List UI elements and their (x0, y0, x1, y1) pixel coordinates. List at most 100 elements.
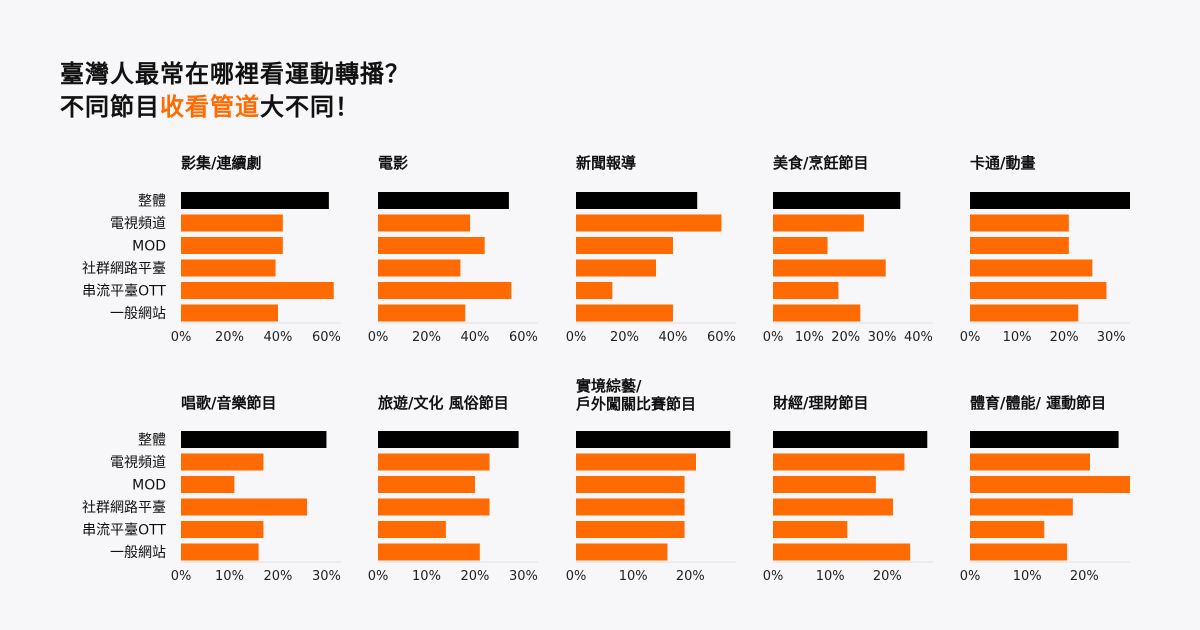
tick-label: 30% (868, 330, 897, 345)
tick-label: 0% (171, 569, 192, 584)
panel-title: 實境綜藝/ (576, 377, 642, 395)
tick-label: 40% (904, 330, 933, 345)
bar (576, 214, 722, 232)
tick-label: 20% (831, 330, 860, 345)
panel-title: 影集/連續劇 (181, 154, 261, 172)
bar (378, 498, 490, 516)
bar (181, 453, 264, 471)
bar (773, 282, 839, 299)
tick-label: 20% (873, 569, 902, 584)
bar (970, 304, 1079, 322)
bar (970, 259, 1093, 277)
bar (773, 498, 893, 516)
category-label: 串流平臺OTT (82, 523, 166, 539)
title-line-2-suffix: 大不同！ (260, 93, 360, 121)
title-line-2-prefix: 不同節目 (60, 93, 160, 121)
tick-label: 0% (368, 330, 389, 345)
tick-label: 0% (960, 330, 981, 345)
tick-label: 30% (1097, 330, 1126, 345)
bar (773, 214, 864, 232)
bar (576, 543, 668, 561)
bar (181, 214, 283, 232)
bar (576, 476, 685, 493)
bar (181, 259, 276, 277)
category-label: 一般網站 (110, 545, 166, 561)
panel-title: 美食/烹飪節目 (773, 154, 868, 172)
bar (576, 237, 673, 254)
tick-label: 20% (1070, 569, 1099, 584)
panel-title: 體育/體能/ 運動節目 (970, 394, 1106, 412)
tick-label: 40% (264, 330, 293, 345)
bar (378, 304, 466, 322)
tick-label: 0% (763, 330, 784, 345)
bar (181, 304, 278, 322)
bar (576, 498, 685, 516)
bar (773, 543, 911, 561)
bar-overall (378, 192, 509, 209)
bar (181, 498, 308, 516)
bar-overall (773, 192, 901, 209)
tick-label: 60% (509, 330, 538, 345)
bar (378, 259, 461, 277)
tick-label: 20% (1050, 330, 1079, 345)
tick-label: 0% (763, 569, 784, 584)
category-label: MOD (132, 239, 166, 255)
category-label: 社群網路平臺 (82, 500, 166, 516)
bar (378, 282, 512, 299)
tick-label: 40% (659, 330, 688, 345)
category-label: 電視頻道 (110, 455, 166, 471)
bar (970, 498, 1073, 516)
tick-label: 20% (264, 569, 293, 584)
bar (970, 453, 1090, 471)
panel-title: 唱歌/音樂節目 (181, 394, 276, 412)
bar (378, 237, 485, 254)
bar (970, 237, 1069, 254)
bar (378, 543, 480, 561)
bar-overall (378, 431, 519, 448)
bar (378, 476, 475, 493)
bar (970, 476, 1130, 493)
category-label: 整體 (138, 194, 166, 210)
title-line-1: 臺灣人最常在哪裡看運動轉播？ (60, 60, 410, 88)
tick-label: 20% (461, 569, 490, 584)
bar (773, 259, 886, 277)
bar-overall (181, 431, 327, 448)
panel-title: 電影 (378, 154, 408, 172)
title-highlight: 收看管道 (160, 93, 260, 121)
tick-label: 40% (461, 330, 490, 345)
tick-label: 10% (795, 330, 824, 345)
bar (181, 543, 259, 561)
bar (576, 304, 673, 322)
tick-label: 20% (215, 330, 244, 345)
tick-label: 30% (509, 569, 538, 584)
panel-title: 旅遊/文化 風俗節目 (378, 394, 509, 412)
tick-label: 10% (412, 569, 441, 584)
bar (378, 214, 471, 232)
title-line-2: 不同節目收看管道大不同！ (60, 91, 410, 124)
bar-overall (576, 192, 698, 209)
panel-title: 財經/理財節目 (772, 394, 868, 412)
bar (378, 453, 490, 471)
panel-title: 戶外闖關比賽節目 (576, 395, 696, 413)
bar (970, 521, 1045, 538)
bar (576, 521, 685, 538)
bar (181, 237, 283, 254)
page-title: 臺灣人最常在哪裡看運動轉播？ 不同節目收看管道大不同！ (60, 58, 410, 124)
tick-label: 0% (368, 569, 389, 584)
tick-label: 20% (412, 330, 441, 345)
bar (378, 521, 446, 538)
bar (970, 543, 1068, 561)
bar (773, 304, 861, 322)
tick-label: 10% (1013, 569, 1042, 584)
tick-label: 0% (566, 330, 587, 345)
category-label: 串流平臺OTT (82, 284, 166, 300)
tick-label: 20% (610, 330, 639, 345)
tick-label: 10% (215, 569, 244, 584)
tick-label: 10% (619, 569, 648, 584)
tick-label: 20% (676, 569, 705, 584)
category-label: 一般網站 (110, 306, 166, 322)
panel-title: 新聞報導 (576, 154, 636, 172)
bar (576, 259, 656, 277)
bar-overall (970, 192, 1130, 209)
